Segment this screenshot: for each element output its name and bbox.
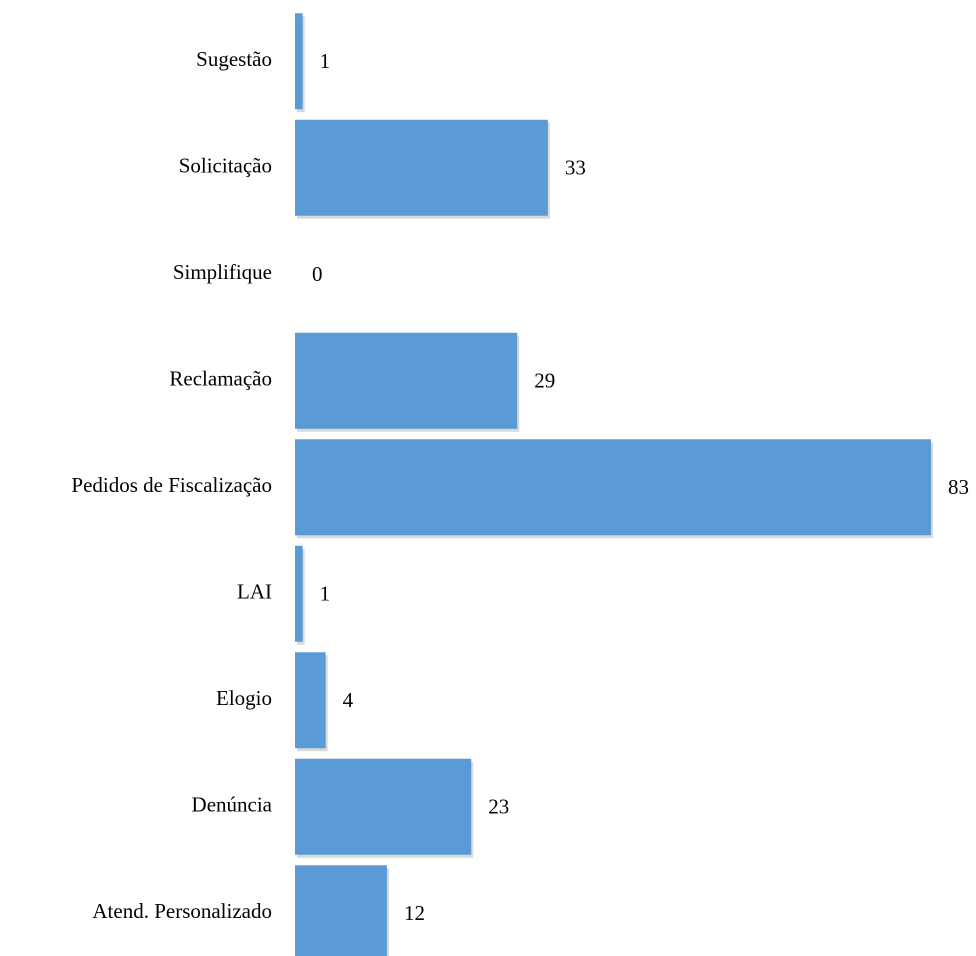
category-label-solicitacao: Solicitação [179, 154, 272, 178]
bars-layer [295, 13, 933, 956]
bar-solicitacao [295, 119, 548, 216]
bar-elogio [295, 652, 326, 749]
bar-reclamacao [295, 332, 518, 429]
labels-layer: Sugestão 1 Solicitação 33 Simplifique 0 Reclam… [71, 47, 969, 925]
data-label-sugestao: 1 [320, 49, 331, 73]
data-label-denuncia: 23 [488, 795, 509, 819]
bar-denuncia [295, 758, 472, 855]
bar-lai [295, 545, 303, 642]
bar-atend-personalizado [295, 865, 387, 956]
data-label-lai: 1 [320, 582, 331, 606]
bar-sugestao [295, 13, 303, 110]
category-label-elogio: Elogio [216, 686, 272, 710]
category-label-reclamacao: Reclamação [169, 367, 272, 391]
data-label-solicitacao: 33 [565, 156, 586, 180]
category-label-sugestao: Sugestão [196, 47, 272, 71]
data-label-elogio: 4 [343, 688, 354, 712]
data-label-atend-personalizado: 12 [404, 901, 425, 925]
data-label-simplifique: 0 [312, 262, 323, 286]
bar-pedidos-de-fiscalizacao [295, 439, 931, 536]
data-label-pedidos-de-fiscalizacao: 83 [948, 475, 969, 499]
category-label-pedidos-de-fiscalizacao: Pedidos de Fiscalização [71, 473, 272, 497]
category-label-simplifique: Simplifique [173, 260, 272, 284]
category-label-denuncia: Denúncia [192, 793, 273, 817]
category-label-lai: LAI [237, 580, 272, 604]
category-label-atend-personalizado: Atend. Personalizado [92, 899, 272, 923]
data-label-reclamacao: 29 [534, 369, 555, 393]
